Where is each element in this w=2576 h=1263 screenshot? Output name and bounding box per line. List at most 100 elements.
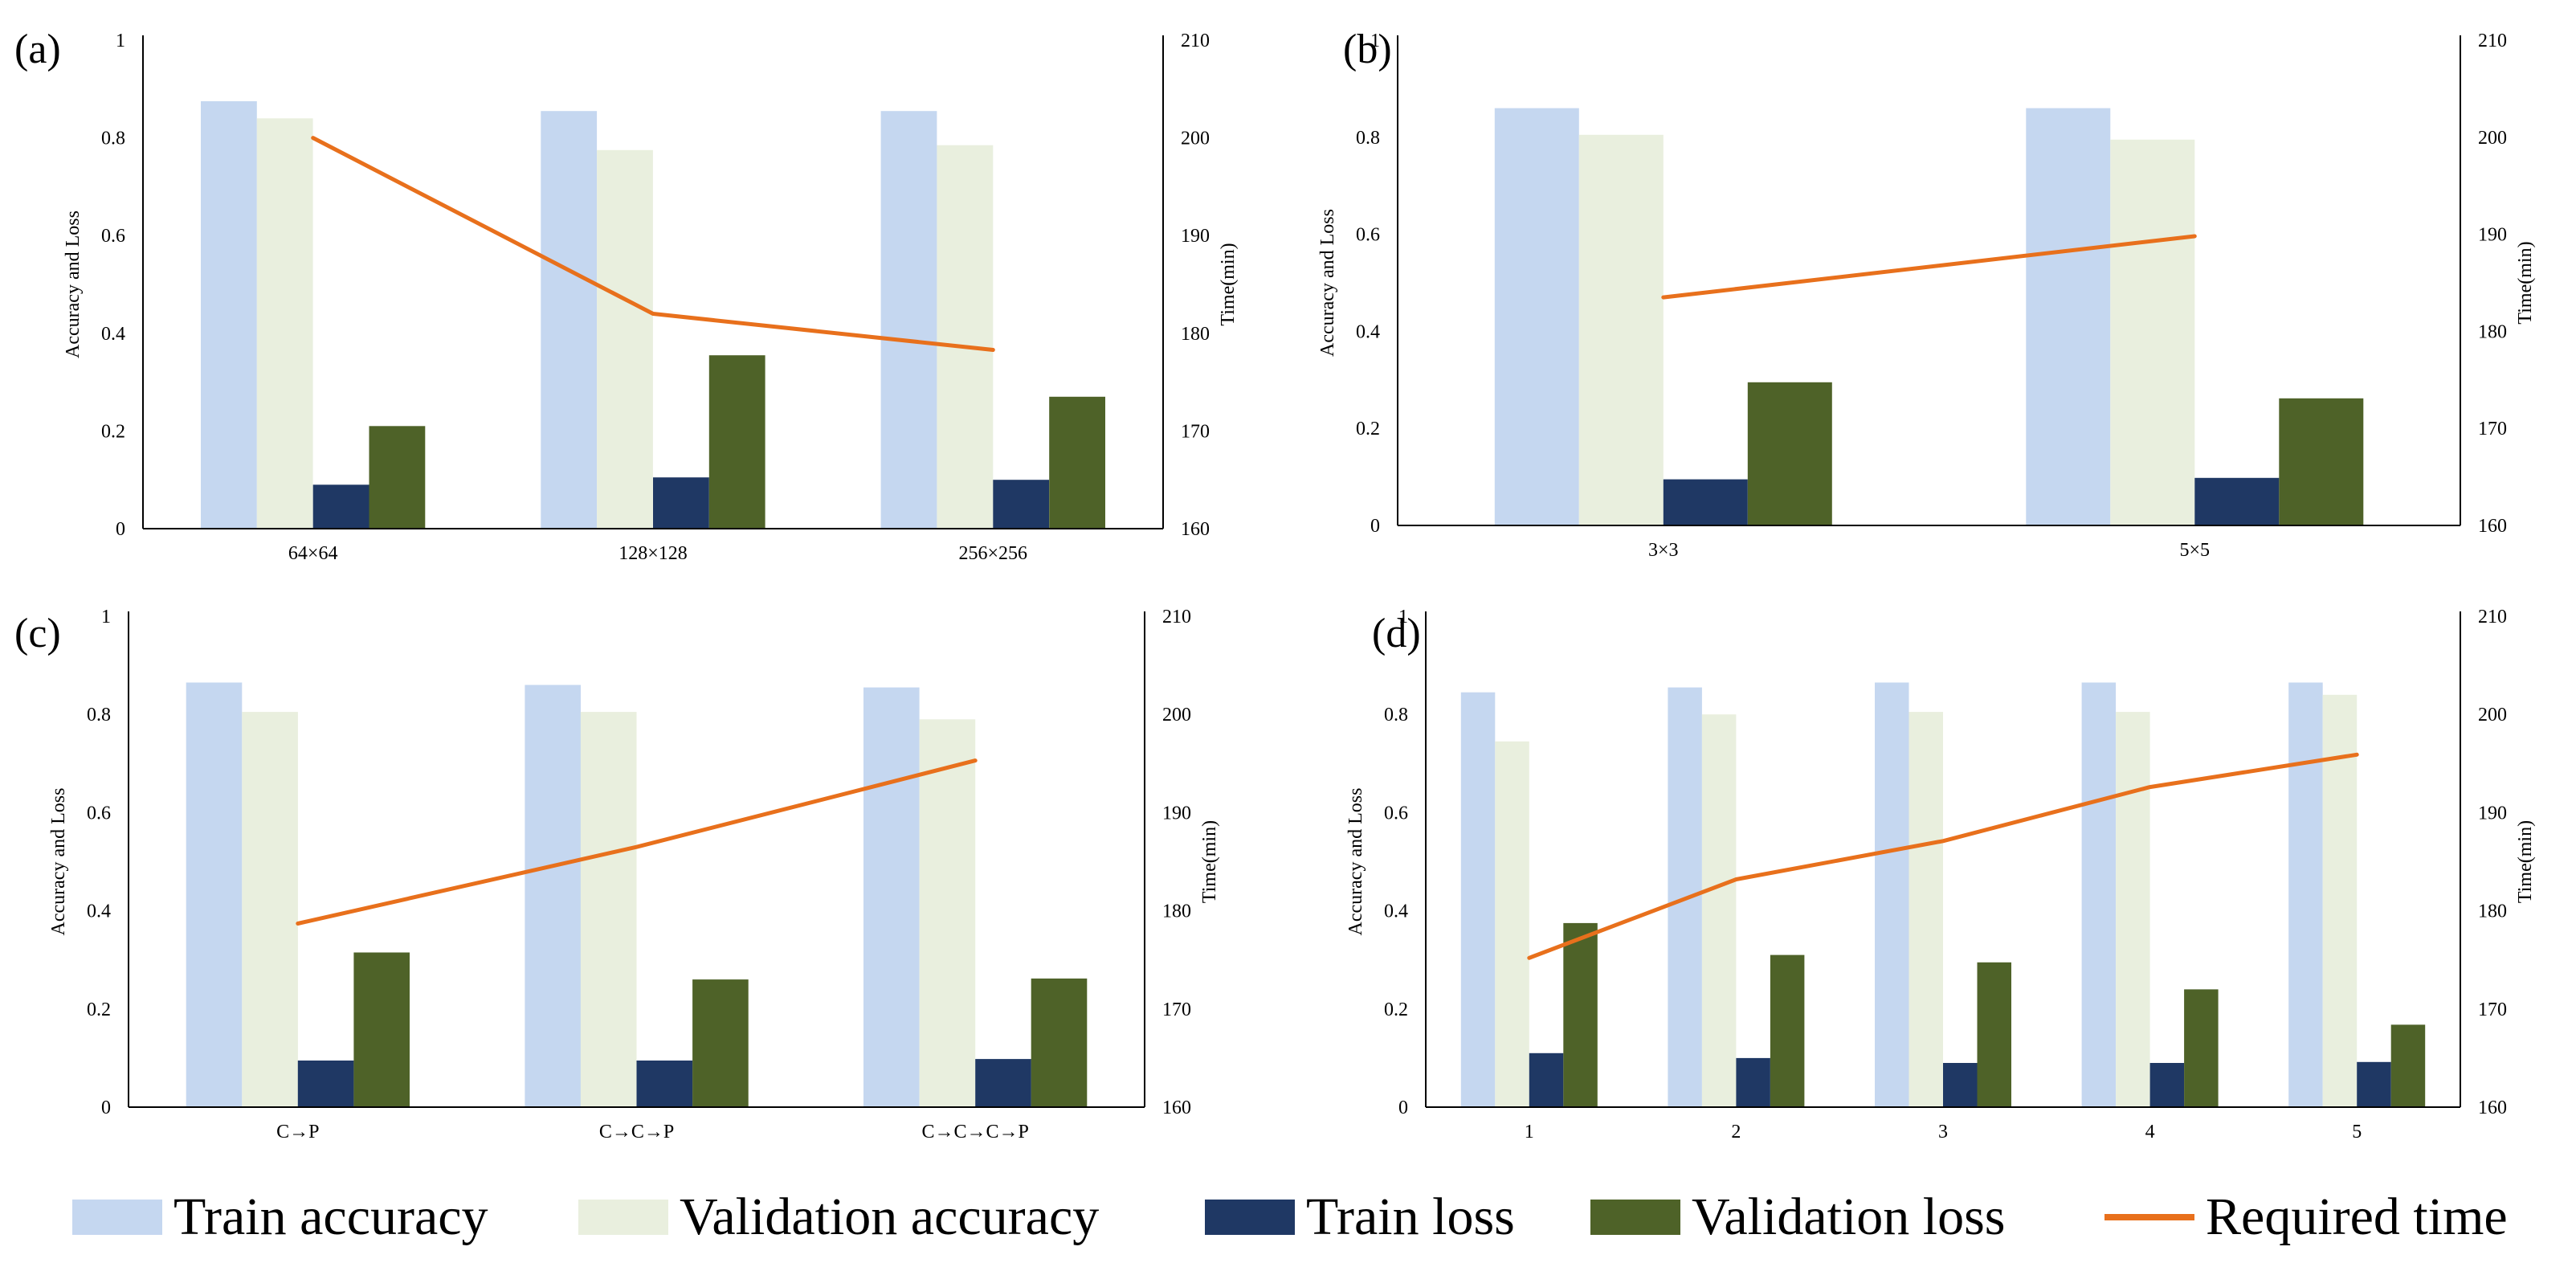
bar-validation-loss <box>1747 382 1832 525</box>
bar-train-accuracy <box>880 111 937 529</box>
bar-validation-accuracy <box>580 712 637 1107</box>
bar-train-loss <box>1529 1052 1564 1107</box>
y2-tick-label: 200 <box>1162 705 1191 726</box>
x-tick-label: 64×64 <box>288 543 338 564</box>
y-axis-title: Accuracy and Loss <box>1345 788 1366 936</box>
y-tick-label: 0.6 <box>101 226 125 247</box>
legend-swatch-train-loss <box>1205 1200 1295 1235</box>
legend-label-train-loss: Train loss <box>1306 1187 1515 1246</box>
bar-train-loss <box>1663 479 1748 525</box>
y-tick-label: 0.6 <box>87 803 111 824</box>
x-tick-label: C→C→P <box>599 1122 674 1142</box>
bar-validation-loss <box>1563 922 1598 1107</box>
y-tick-label: 0.8 <box>1356 128 1380 149</box>
y2-tick-label: 210 <box>2478 31 2507 51</box>
y-tick-label: 1 <box>1370 31 1380 51</box>
panel-label: (d) <box>1372 611 1421 656</box>
bar-validation-accuracy <box>1578 134 1664 526</box>
bar-validation-accuracy <box>1701 714 1737 1107</box>
bar-train-loss <box>1736 1057 1770 1107</box>
bar-validation-accuracy <box>1495 741 1529 1107</box>
y2-tick-label: 190 <box>1181 226 1210 247</box>
bar-train-loss <box>993 480 1050 529</box>
bar-train-accuracy <box>1460 692 1496 1107</box>
line-required-time <box>1661 234 2197 300</box>
y2-tick-label: 180 <box>1181 324 1210 345</box>
legend-swatch-validation-accuracy <box>578 1200 668 1235</box>
legend-item-train-accuracy: Train accuracy <box>72 1181 488 1253</box>
bar-validation-loss <box>692 979 749 1107</box>
bar-validation-loss <box>1977 962 2011 1107</box>
panel-label: (a) <box>14 27 61 72</box>
y2-tick-label: 210 <box>1162 607 1191 627</box>
y2-tick-label: 190 <box>1162 803 1191 824</box>
line-required-time <box>1527 752 2359 960</box>
bar-validation-accuracy <box>919 719 976 1107</box>
y-tick-label: 0.8 <box>87 705 111 726</box>
y2-tick-label: 200 <box>2478 128 2507 149</box>
y-tick-label: 0 <box>1398 1097 1408 1118</box>
bar-train-accuracy <box>2288 682 2323 1107</box>
bar-train-loss <box>297 1061 354 1107</box>
y2-tick-label: 180 <box>1162 901 1191 922</box>
x-tick-label: 4 <box>2145 1122 2155 1142</box>
bar-validation-loss <box>369 426 426 529</box>
legend-item-train-loss: Train loss <box>1205 1181 1515 1253</box>
x-tick-label: C→P <box>276 1122 319 1142</box>
x-tick-label: 3 <box>1938 1122 1948 1142</box>
bar-validation-loss <box>353 952 410 1107</box>
chart-panel-3: 0 0.2 0.4 0.6 0.8 1 160 170 180 190 200 210 C→P C→C→P… <box>14 607 1220 1142</box>
bar-train-loss <box>2194 477 2280 525</box>
y2-tick-label: 170 <box>1181 421 1210 442</box>
bar-train-accuracy <box>863 687 920 1107</box>
bar-train-accuracy <box>186 682 243 1107</box>
y-tick-label: 0.2 <box>1356 419 1380 439</box>
y-tick-label: 0.2 <box>101 421 125 442</box>
x-tick-label: 128×128 <box>618 543 688 564</box>
y2-tick-label: 190 <box>2478 803 2507 824</box>
bar-validation-accuracy <box>2116 712 2150 1107</box>
x-tick-label: 5×5 <box>2180 540 2211 561</box>
bar-validation-loss <box>2390 1024 2426 1107</box>
x-tick-label: 5 <box>2352 1122 2362 1142</box>
panel-label: (c) <box>14 611 61 656</box>
bar-validation-accuracy <box>1909 712 1943 1107</box>
legend-label-validation-loss: Validation loss <box>1692 1187 2006 1246</box>
bar-train-loss <box>312 484 369 529</box>
y2-tick-label: 180 <box>2478 321 2507 342</box>
y2-tick-label: 190 <box>2478 225 2507 246</box>
y-tick-label: 0 <box>1370 516 1380 537</box>
y2-axis-title: Time(min) <box>2515 241 2536 324</box>
bar-train-accuracy <box>2081 682 2117 1107</box>
legend-item-validation-loss: Validation loss <box>1590 1181 2006 1253</box>
y2-tick-label: 170 <box>2478 419 2507 439</box>
y2-axis-title: Time(min) <box>2515 820 2536 903</box>
bar-train-accuracy <box>1494 108 1579 526</box>
bar-train-accuracy <box>2026 108 2111 526</box>
bar-train-loss <box>975 1059 1031 1107</box>
chart-panel-4: 0 0.2 0.4 0.6 0.8 1 160 170 180 190 200 210 1 2 3 4 5 Acc… <box>1345 607 2536 1142</box>
bar-validation-loss <box>1031 978 1088 1107</box>
bar-validation-accuracy <box>256 118 313 529</box>
legend-swatch-validation-loss <box>1590 1200 1680 1235</box>
bar-validation-accuracy <box>2110 139 2195 526</box>
bar-train-loss <box>653 477 709 529</box>
chart-panel-1: 0 0.2 0.4 0.6 0.8 1 160 170 180 190 200 210 64×64 128… <box>14 27 1239 564</box>
y-tick-label: 0.4 <box>87 901 111 922</box>
x-tick-label: 1 <box>1525 1122 1534 1142</box>
y-tick-label: 0 <box>116 519 125 540</box>
y2-tick-label: 180 <box>2478 901 2507 922</box>
y2-tick-label: 170 <box>2478 999 2507 1020</box>
chart-panel-2: 0 0.2 0.4 0.6 0.8 1 160 170 180 190 200 210 3×3 5×5 Ac… <box>1317 27 2536 561</box>
bar-train-accuracy <box>525 685 581 1107</box>
bar-train-accuracy <box>201 101 257 529</box>
legend-swatch-train-accuracy <box>72 1200 162 1235</box>
y-tick-label: 0.2 <box>87 999 111 1020</box>
bar-validation-accuracy <box>937 145 994 529</box>
x-tick-label: 256×256 <box>959 543 1028 564</box>
y2-tick-label: 210 <box>2478 607 2507 627</box>
legend-label-train-accuracy: Train accuracy <box>174 1187 488 1246</box>
line-required-time <box>311 136 995 352</box>
bar-validation-accuracy <box>597 149 653 529</box>
bar-validation-loss <box>708 355 765 529</box>
